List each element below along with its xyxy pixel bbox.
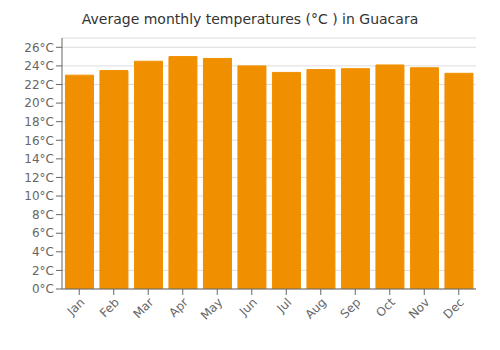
svg-text:Mar: Mar	[130, 295, 156, 321]
svg-text:Oct: Oct	[373, 295, 398, 320]
svg-text:0°C: 0°C	[32, 282, 54, 296]
svg-text:18°C: 18°C	[24, 115, 54, 129]
svg-text:Dec: Dec	[441, 295, 467, 321]
svg-text:4°C: 4°C	[32, 245, 54, 259]
svg-text:Feb: Feb	[97, 295, 122, 320]
svg-text:8°C: 8°C	[32, 208, 54, 222]
svg-text:26°C: 26°C	[24, 41, 54, 55]
svg-text:Jul: Jul	[274, 295, 295, 316]
svg-text:14°C: 14°C	[24, 152, 54, 166]
svg-text:6°C: 6°C	[32, 226, 54, 240]
svg-text:Aug: Aug	[302, 295, 328, 321]
html-text:Average monthly temperatures (: Average monthly temperatures (°C ) in Gu…	[81, 11, 419, 27]
svg-text:Nov: Nov	[406, 295, 432, 321]
svg-text:May: May	[198, 295, 225, 322]
svg-text:20°C: 20°C	[24, 96, 54, 110]
svg-text:22°C: 22°C	[24, 78, 54, 92]
svg-text:Sep: Sep	[337, 295, 363, 321]
svg-text:24°C: 24°C	[24, 59, 54, 73]
svg-text:10°C: 10°C	[24, 189, 54, 203]
svg-text:12°C: 12°C	[24, 171, 54, 185]
svg-text:Jun: Jun	[236, 295, 260, 319]
svg-text:Apr: Apr	[166, 295, 191, 320]
svg-text:2°C: 2°C	[32, 264, 54, 278]
svg-text:16°C: 16°C	[24, 134, 54, 148]
svg-text:Jan: Jan	[64, 295, 88, 319]
